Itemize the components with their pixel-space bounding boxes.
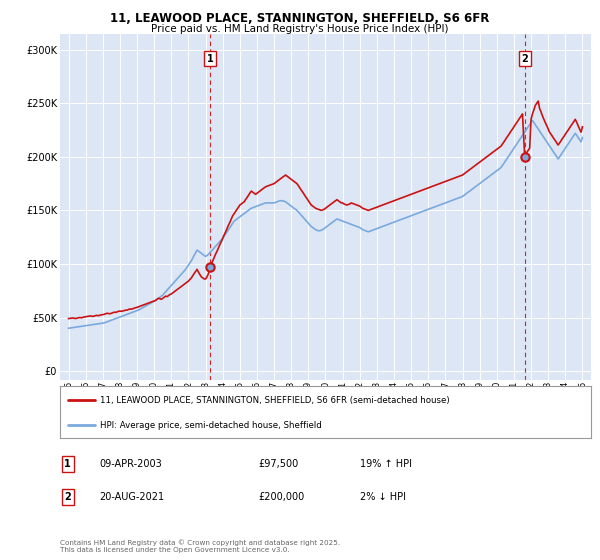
Text: 11, LEAWOOD PLACE, STANNINGTON, SHEFFIELD, S6 6FR (semi-detached house): 11, LEAWOOD PLACE, STANNINGTON, SHEFFIEL… (100, 396, 449, 405)
Text: Price paid vs. HM Land Registry's House Price Index (HPI): Price paid vs. HM Land Registry's House … (151, 24, 449, 34)
Text: £97,500: £97,500 (258, 459, 298, 469)
Text: £200,000: £200,000 (258, 492, 304, 502)
Text: 20-AUG-2021: 20-AUG-2021 (99, 492, 164, 502)
Text: 2% ↓ HPI: 2% ↓ HPI (360, 492, 406, 502)
Text: 09-APR-2003: 09-APR-2003 (99, 459, 162, 469)
Text: HPI: Average price, semi-detached house, Sheffield: HPI: Average price, semi-detached house,… (100, 421, 322, 430)
Text: 2: 2 (521, 54, 528, 64)
Text: Contains HM Land Registry data © Crown copyright and database right 2025.
This d: Contains HM Land Registry data © Crown c… (60, 540, 340, 553)
Text: 11, LEAWOOD PLACE, STANNINGTON, SHEFFIELD, S6 6FR: 11, LEAWOOD PLACE, STANNINGTON, SHEFFIEL… (110, 12, 490, 25)
Text: 2: 2 (64, 492, 71, 502)
Text: 19% ↑ HPI: 19% ↑ HPI (360, 459, 412, 469)
Text: 1: 1 (64, 459, 71, 469)
Text: 1: 1 (207, 54, 214, 64)
